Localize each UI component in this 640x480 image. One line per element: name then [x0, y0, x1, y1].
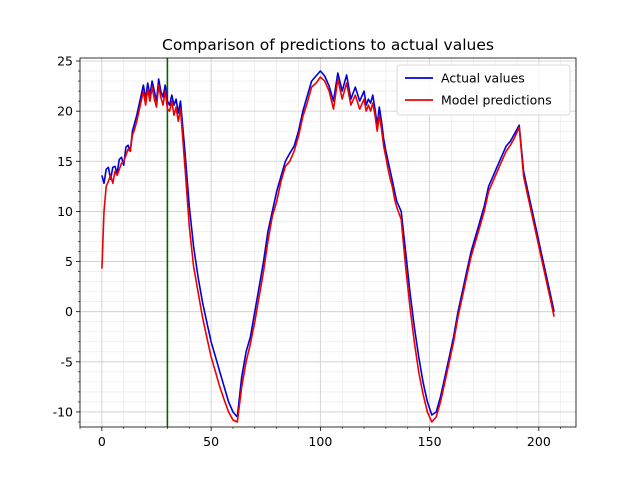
x-tick-label: 150 — [418, 434, 442, 449]
y-tick-label: 25 — [57, 54, 73, 69]
y-tick-label: -10 — [53, 404, 73, 419]
y-tick-label: 20 — [57, 104, 73, 119]
series-line-predicted — [101, 76, 555, 423]
chart-title: Comparison of predictions to actual valu… — [162, 36, 494, 54]
x-tick-label: 50 — [203, 434, 219, 449]
series-line-actual — [101, 70, 555, 418]
axes: 0 50 100 150 200 -10 -5 0 5 10 15 20 25 — [53, 54, 577, 449]
x-tick-label: 200 — [527, 434, 551, 449]
legend-label: Actual values — [441, 71, 525, 86]
x-tick-label: 0 — [98, 434, 106, 449]
y-tick-label: 5 — [65, 254, 73, 269]
y-tick-label: 15 — [57, 154, 73, 169]
legend: Actual values Model predictions — [396, 64, 571, 116]
x-tick-label: 100 — [308, 434, 332, 449]
legend-box — [396, 64, 571, 116]
y-tick-label: 0 — [65, 304, 73, 319]
y-tick-label: -5 — [61, 354, 73, 369]
plot-frame — [79, 57, 577, 428]
series-lines — [101, 70, 555, 423]
legend-label: Model predictions — [441, 93, 552, 108]
y-tick-label: 10 — [57, 204, 73, 219]
